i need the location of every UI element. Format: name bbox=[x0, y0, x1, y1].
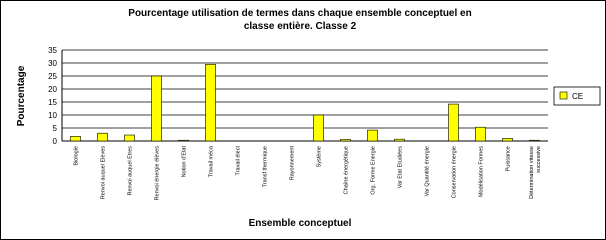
bar bbox=[70, 136, 81, 142]
x-tick-label: Renvoi auquel Etres bbox=[128, 146, 134, 196]
legend-label: CE bbox=[572, 92, 583, 101]
bar bbox=[475, 126, 486, 142]
x-tick-label: Rayonnement bbox=[290, 146, 296, 181]
bar bbox=[205, 64, 216, 142]
x-axis-label: Ensemble conceptuel bbox=[249, 218, 352, 229]
x-tick-label: Travail élect bbox=[236, 146, 242, 176]
y-tick-label: 30 bbox=[48, 59, 57, 68]
y-tick-label: 0 bbox=[53, 137, 58, 146]
x-tick-label: Transf thermique bbox=[263, 146, 269, 187]
bar bbox=[448, 103, 459, 142]
x-tick-label: Notion d'Etat bbox=[182, 146, 188, 178]
legend-box bbox=[553, 86, 601, 106]
y-axis-label: Pourcentage bbox=[16, 65, 27, 126]
x-tick-label: Conservation énergie bbox=[452, 146, 458, 198]
x-tick-label: Système bbox=[317, 146, 323, 167]
y-tick-label: 20 bbox=[48, 85, 57, 94]
bar bbox=[178, 139, 189, 142]
chart-title: Pourcentage utilisation de termes dans c… bbox=[128, 8, 471, 19]
bar bbox=[502, 138, 513, 142]
bar bbox=[340, 139, 351, 142]
bar bbox=[124, 134, 135, 142]
chart-title: classe entière. Classe 2 bbox=[244, 21, 357, 32]
x-tick-label: Var Etat Etudiées bbox=[398, 146, 404, 189]
x-tick-label: Var Quantité énergie bbox=[425, 146, 431, 196]
x-tick-label: successive bbox=[536, 146, 542, 173]
bar bbox=[151, 75, 162, 142]
x-tick-label: Chaîne énergétique bbox=[344, 146, 350, 194]
y-tick-label: 35 bbox=[48, 46, 57, 55]
y-tick-label: 10 bbox=[48, 111, 57, 120]
bar bbox=[529, 139, 540, 142]
bar bbox=[394, 138, 405, 142]
legend-swatch bbox=[559, 91, 568, 100]
x-tick-label: Renvoi auquel Elèves bbox=[101, 146, 107, 199]
y-tick-label: 5 bbox=[53, 124, 58, 133]
y-tick-label: 25 bbox=[48, 72, 57, 81]
x-tick-label: Renvoi énergie élèves bbox=[155, 146, 161, 201]
y-tick-label: 15 bbox=[48, 98, 57, 107]
bar bbox=[313, 114, 324, 142]
x-tick-label: Puissance bbox=[506, 146, 512, 171]
bar bbox=[367, 129, 378, 142]
x-tick-label: Détermination vitesse bbox=[529, 146, 535, 199]
x-tick-label: Org. Forme Energie bbox=[371, 146, 377, 195]
x-tick-label: Biologie bbox=[74, 146, 80, 166]
bar bbox=[97, 132, 108, 142]
x-tick-label: Modélisation Formes bbox=[479, 146, 485, 197]
x-tick-label: Travail méca bbox=[209, 145, 215, 177]
